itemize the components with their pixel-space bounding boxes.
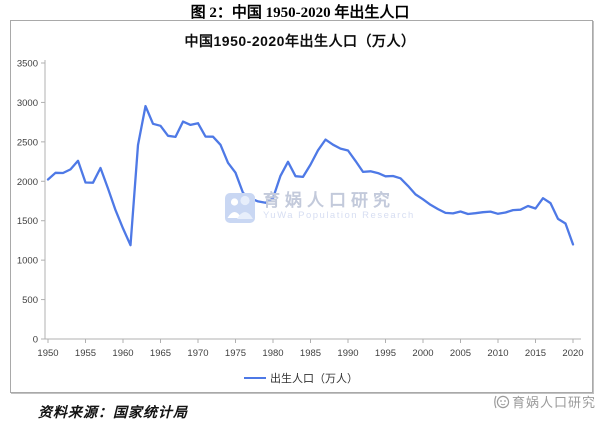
x-tick-label: 1960 — [112, 348, 133, 359]
x-tick-label: 2000 — [412, 348, 433, 359]
legend-line-swatch — [244, 376, 266, 380]
yuwa-logo-icon — [225, 193, 255, 223]
corner-watermark-label: 育娲人口研究 — [511, 395, 596, 410]
x-tick-label: 1995 — [375, 348, 396, 359]
chart-title: 中国1950-2020年出生人口（万人） — [184, 33, 416, 49]
x-tick-label: 1980 — [262, 348, 283, 359]
y-tick-label: 500 — [22, 295, 38, 306]
y-tick-label: 2000 — [17, 177, 38, 188]
x-tick-label: 2015 — [525, 348, 546, 359]
birth-population-line — [46, 104, 575, 247]
x-tick-label: 1955 — [75, 348, 96, 359]
x-tick-label: 1970 — [187, 348, 208, 359]
center-watermark-subtitle: YuWa Population Research — [263, 210, 415, 221]
corner-watermark: 育娲人口研究 — [493, 392, 596, 411]
x-tick-label: 2005 — [450, 348, 471, 359]
y-tick-label: 1500 — [17, 216, 38, 227]
x-tick-label: 2010 — [487, 348, 508, 359]
x-tick-label: 1950 — [37, 348, 58, 359]
smiley-logo-icon — [494, 395, 510, 408]
x-tick-label: 1965 — [150, 348, 171, 359]
source-note: 资料来源：国家统计局 — [38, 406, 188, 421]
y-tick-label: 3000 — [17, 98, 38, 109]
center-watermark: 育娲人口研究 YuWa Population Research — [225, 191, 415, 225]
y-tick-label: 2500 — [17, 137, 38, 148]
x-tick-label: 1975 — [225, 348, 246, 359]
center-watermark-title: 育娲人口研究 — [263, 191, 395, 210]
x-tick-label: 2020 — [562, 348, 583, 359]
center-watermark-texts: 育娲人口研究 YuWa Population Research — [263, 191, 415, 221]
y-tick-label: 3500 — [17, 59, 38, 70]
x-tick-label: 1985 — [300, 348, 321, 359]
figure-caption: 图 2：中国 1950-2020 年出生人口 — [190, 5, 410, 21]
chart-panel — [10, 20, 593, 393]
x-tick-label: 1990 — [337, 348, 358, 359]
legend-label: 出生人口（万人） — [270, 373, 358, 385]
chart-legend: 出生人口（万人） — [10, 370, 592, 386]
y-tick-label: 0 — [33, 335, 38, 346]
y-tick-label: 1000 — [17, 256, 38, 267]
